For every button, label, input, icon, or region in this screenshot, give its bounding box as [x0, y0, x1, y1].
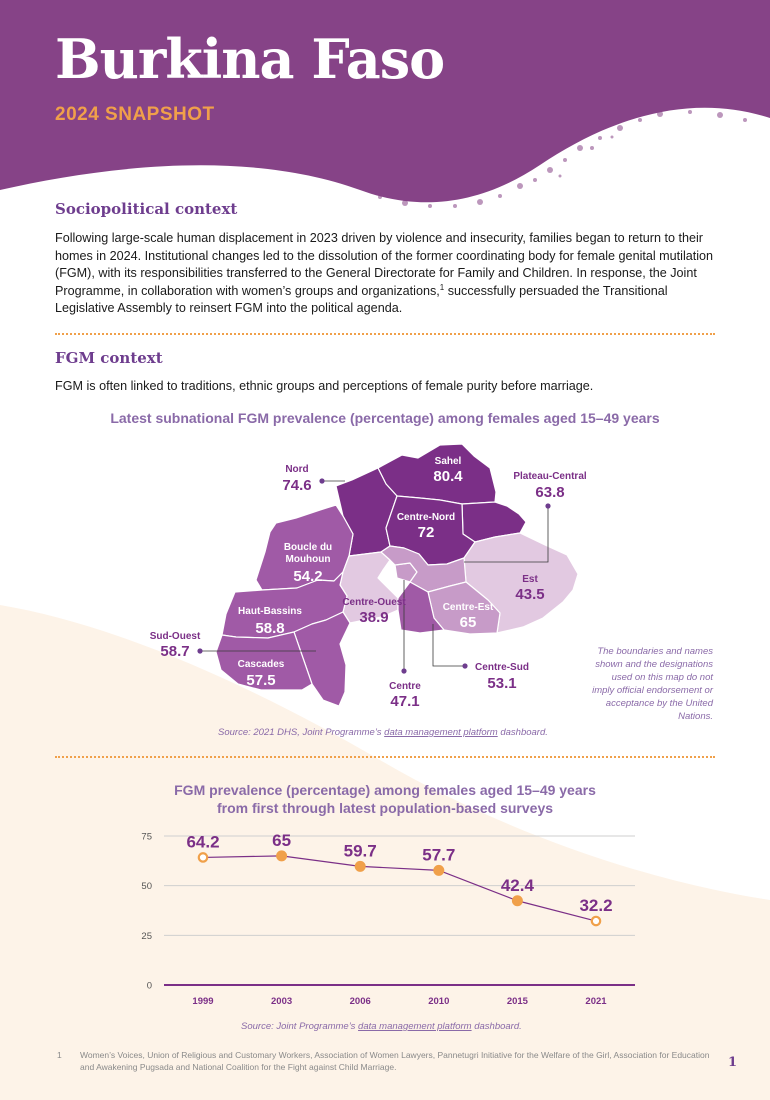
data-point-2015 — [511, 895, 523, 907]
y-tick-label: 25 — [141, 931, 152, 942]
x-tick-label-2003: 2003 — [271, 996, 292, 1007]
trend-title-line2: from first through latest population-bas… — [216, 800, 554, 816]
map-value-plateau-central: 63.8 — [535, 484, 564, 501]
y-tick-label: 75 — [141, 832, 152, 843]
map-label-haut-bassins: Haut-Bassins — [238, 606, 302, 617]
data-label-2015: 42.4 — [501, 876, 535, 895]
map-label-centre-sud: Centre-Sud — [475, 662, 529, 673]
data-label-2006: 59.7 — [344, 841, 377, 860]
map-value-est: 43.5 — [515, 586, 544, 603]
data-point-2003 — [276, 850, 288, 862]
data-label-2010: 57.7 — [422, 845, 455, 864]
map-leader-dots — [197, 478, 551, 674]
x-tick-label-2021: 2021 — [585, 996, 607, 1007]
map-disclaimer: The boundaries and names shown and the d… — [592, 646, 713, 722]
map-label-cascades: Cascades — [238, 659, 285, 670]
data-label-2021: 32.2 — [579, 896, 612, 915]
data-label-2003: 65 — [272, 831, 291, 850]
map-label-nord: Nord — [285, 464, 308, 475]
trend-title: FGM prevalence (percentage) among female… — [0, 781, 770, 817]
sociopolitical-text-end: successfully persuaded the Transitional … — [55, 283, 668, 316]
header-band — [0, 0, 770, 203]
map-value-centre-nord: 72 — [418, 524, 435, 541]
map-leader-lines — [200, 480, 549, 671]
data-label-1999: 64.2 — [186, 832, 219, 851]
trend-title-line1: FGM prevalence (percentage) among female… — [174, 782, 596, 798]
x-tick-label-2010: 2010 — [428, 996, 449, 1007]
map-label-centre: Centre — [389, 681, 421, 692]
map-value-haut-bassins: 58.8 — [255, 620, 284, 637]
map-shapes — [215, 443, 579, 707]
map-value-centre: 47.1 — [390, 693, 419, 710]
map-label-boucle-du-mouhoun: Boucle du Mouhoun — [284, 542, 332, 565]
series-line — [202, 855, 597, 922]
region-centre-sud — [397, 581, 445, 634]
sociopolitical-paragraph: Following large-scale human displacement… — [55, 230, 715, 318]
data-point-2021 — [590, 915, 602, 927]
fgm-heading: FGM context — [55, 349, 163, 367]
map-source-link[interactable]: data management platform — [384, 727, 498, 738]
x-tick-label-2006: 2006 — [350, 996, 371, 1007]
map-label-sud-ouest: Sud-Ouest — [150, 631, 201, 642]
y-tick-label: 50 — [141, 881, 152, 892]
map-value-centre-ouest: 38.9 — [359, 609, 388, 626]
map-source: Source: 2021 DHS, Joint Programme’s data… — [218, 727, 548, 738]
map-label-est: Est — [522, 574, 538, 585]
fgm-paragraph: FGM is often linked to traditions, ethni… — [55, 379, 594, 393]
map-value-centre-est: 65 — [460, 614, 477, 631]
map-value-centre-sud: 53.1 — [487, 675, 516, 692]
section-divider-2 — [55, 756, 715, 758]
section-divider — [55, 333, 715, 335]
map-label-centre-nord: Centre-Nord — [397, 512, 455, 523]
map-value-sud-ouest: 58.7 — [160, 643, 189, 660]
data-point-2006 — [354, 860, 366, 872]
header-speckle — [378, 110, 747, 208]
map-label-plateau-central: Plateau-Central — [513, 471, 587, 482]
data-point-1999 — [197, 852, 209, 863]
data-point-2010 — [433, 864, 445, 876]
map-label-centre-ouest: Centre-Ouest — [342, 597, 406, 608]
footnote-text: Women’s Voices, Union of Religious and C… — [80, 1050, 710, 1072]
leader-centre-sud — [432, 624, 465, 667]
map-title: Latest subnational FGM prevalence (perce… — [110, 410, 660, 426]
map-label-sahel: Sahel — [435, 456, 462, 467]
page-title: Burkina Faso — [55, 27, 445, 91]
page-number: 1 — [728, 1055, 738, 1070]
sociopolitical-text: Following large-scale human displacement… — [55, 231, 714, 298]
trend-source: Source: Joint Programme’s data managemen… — [241, 1021, 522, 1032]
trend-source-link[interactable]: data management platform — [358, 1021, 472, 1032]
map-value-sahel: 80.4 — [433, 468, 463, 485]
map-value-cascades: 57.5 — [246, 672, 275, 689]
footnote-ref: 1 — [439, 282, 445, 292]
map-label-centre-est: Centre-Est — [443, 602, 494, 613]
peach-background-shape — [0, 605, 770, 1100]
trend-line-chart: 0 25 50 75 64.2 1999 65 2003 59.7 2006 57.7 2010 42.… — [141, 831, 635, 1007]
region-cascades — [215, 631, 313, 691]
y-tick-label: 0 — [147, 981, 152, 992]
region-sud-ouest — [293, 611, 351, 707]
leader-plateau-central — [464, 506, 549, 563]
x-tick-label-2015: 2015 — [507, 996, 529, 1007]
map-value-nord: 74.6 — [282, 477, 311, 494]
x-tick-label-1999: 1999 — [192, 996, 213, 1007]
sociopolitical-heading: Sociopolitical context — [55, 200, 238, 218]
map-value-boucle-du-mouhoun: 54.2 — [293, 568, 322, 585]
footnote-number: 1 — [57, 1050, 62, 1060]
page-subtitle: 2024 SNAPSHOT — [55, 104, 215, 125]
